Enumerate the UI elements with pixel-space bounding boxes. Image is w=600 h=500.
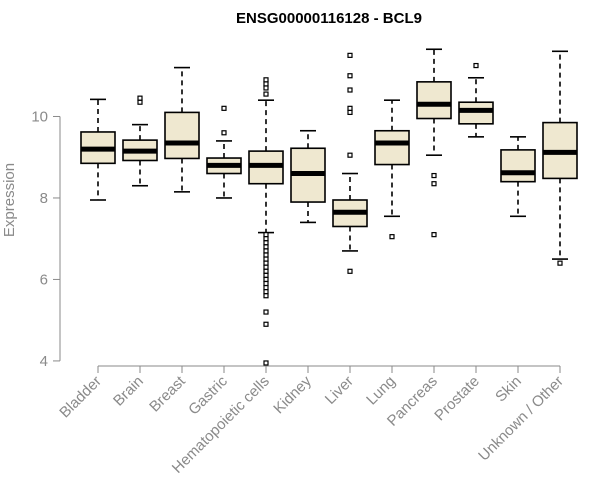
outlier-point <box>347 268 353 274</box>
box-group <box>542 50 578 266</box>
y-tick-label: 8 <box>40 190 48 207</box>
outlier-point <box>347 152 353 158</box>
outlier-point <box>431 181 437 187</box>
outlier-point <box>431 232 437 238</box>
box-group <box>290 129 326 224</box>
x-tick-label: Brain <box>110 373 147 410</box>
outlier-point <box>263 77 269 83</box>
box-group <box>458 62 494 138</box>
outlier-point <box>347 73 353 79</box>
outlier-point <box>263 240 269 246</box>
x-tick-label: Liver <box>322 373 357 408</box>
outlier-point <box>263 360 269 366</box>
box-iqr <box>500 149 536 183</box>
outlier-point <box>137 99 143 105</box>
box-group <box>374 99 410 240</box>
box-group <box>164 66 200 193</box>
outlier-point <box>263 244 269 250</box>
outlier-point <box>263 232 269 238</box>
box-group <box>332 52 368 274</box>
box-iqr <box>416 81 452 120</box>
outlier-point <box>263 280 269 287</box>
box-iqr <box>164 111 200 160</box>
outlier-point <box>263 309 269 315</box>
box-group <box>122 95 158 187</box>
y-axis: 4 6 8 10 <box>31 108 61 370</box>
x-tick-label: Bladder <box>56 373 105 422</box>
outlier-point <box>221 105 227 111</box>
outlier-point <box>263 236 269 242</box>
outlier-point <box>263 264 269 270</box>
box-group <box>416 48 452 238</box>
y-tick-label: 6 <box>40 271 48 288</box>
x-tick-label: Skin <box>492 373 525 406</box>
outlier-point <box>263 284 269 291</box>
outlier-point <box>263 252 269 258</box>
outlier-point <box>347 52 353 58</box>
chart-title: ENSG00000116128 - BCL9 <box>236 10 422 27</box>
y-tick-label: 10 <box>31 108 48 125</box>
outlier-point <box>263 268 269 274</box>
box-group <box>500 136 536 218</box>
outlier-point <box>263 85 269 91</box>
outlier-point <box>263 293 269 299</box>
outlier-point <box>347 105 353 111</box>
outlier-point <box>389 234 395 240</box>
outlier-point <box>263 289 269 295</box>
x-tick-label: Lung <box>363 373 399 409</box>
x-tick-label: Breast <box>146 372 189 415</box>
x-tick-label: Kidney <box>270 372 315 417</box>
outlier-point <box>431 172 437 179</box>
box-group <box>206 105 242 199</box>
outlier-point <box>263 91 269 97</box>
outlier-point <box>347 109 353 116</box>
outlier-point <box>263 256 269 262</box>
box-group <box>248 77 284 366</box>
y-tick-label: 4 <box>40 353 48 370</box>
outlier-point <box>221 130 227 136</box>
y-axis-label: Expression <box>1 163 18 237</box>
outlier-point <box>263 276 269 283</box>
x-tick-label: Prostate <box>431 373 483 425</box>
outlier-point <box>263 81 269 87</box>
box-iqr <box>374 129 410 166</box>
outlier-point <box>263 272 269 278</box>
outlier-point <box>137 95 143 101</box>
outlier-point <box>347 87 353 93</box>
plot-area <box>80 48 578 366</box>
outlier-point <box>263 321 269 327</box>
outlier-point <box>263 248 269 254</box>
box-iqr <box>458 101 494 125</box>
outlier-point <box>263 260 269 266</box>
outlier-point <box>557 260 563 266</box>
box-group <box>80 98 116 201</box>
outlier-point <box>473 62 479 69</box>
